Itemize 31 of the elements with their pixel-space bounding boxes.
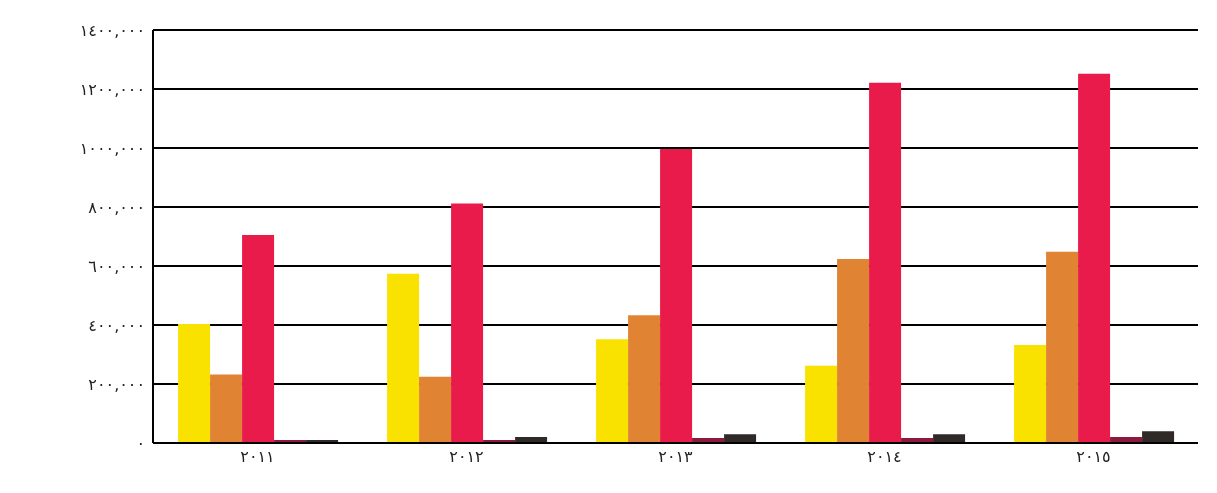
bar bbox=[660, 148, 693, 443]
bar bbox=[596, 339, 629, 443]
x-tick-label: ٢٠١٤ bbox=[867, 447, 902, 467]
bar bbox=[869, 82, 902, 443]
bar bbox=[242, 235, 275, 443]
y-tick-label: ١٢٠٠,٠٠٠ bbox=[79, 79, 145, 99]
y-tick-label: ١٠٠٠,٠٠٠ bbox=[79, 138, 145, 158]
bar bbox=[419, 376, 452, 443]
y-tick-label: ١٤٠٠,٠٠٠ bbox=[79, 20, 145, 40]
bar bbox=[628, 315, 661, 443]
bar bbox=[1014, 345, 1047, 443]
bar bbox=[724, 434, 757, 443]
y-tick-label: ٤٠٠,٠٠٠ bbox=[88, 315, 145, 335]
bar bbox=[210, 374, 243, 443]
bar bbox=[1142, 431, 1175, 443]
bar bbox=[178, 324, 211, 443]
x-tick-label: ٢٠١٥ bbox=[1076, 447, 1111, 467]
x-tick-label: ٢٠١١ bbox=[240, 447, 275, 467]
y-tick-label: ٢٠٠,٠٠٠ bbox=[88, 374, 145, 394]
y-tick-label: ٨٠٠,٠٠٠ bbox=[88, 197, 145, 217]
bar bbox=[805, 365, 838, 443]
y-tick-label: ٠ bbox=[136, 433, 145, 453]
bar bbox=[837, 258, 870, 443]
bar bbox=[1046, 251, 1079, 443]
bar bbox=[451, 203, 484, 443]
bar bbox=[1078, 73, 1111, 443]
bar bbox=[933, 434, 966, 443]
y-tick-label: ٦٠٠,٠٠٠ bbox=[88, 256, 145, 276]
x-tick-label: ٢٠١٣ bbox=[658, 447, 694, 467]
bar bbox=[387, 273, 420, 443]
x-tick-label: ٢٠١٢ bbox=[449, 447, 484, 467]
